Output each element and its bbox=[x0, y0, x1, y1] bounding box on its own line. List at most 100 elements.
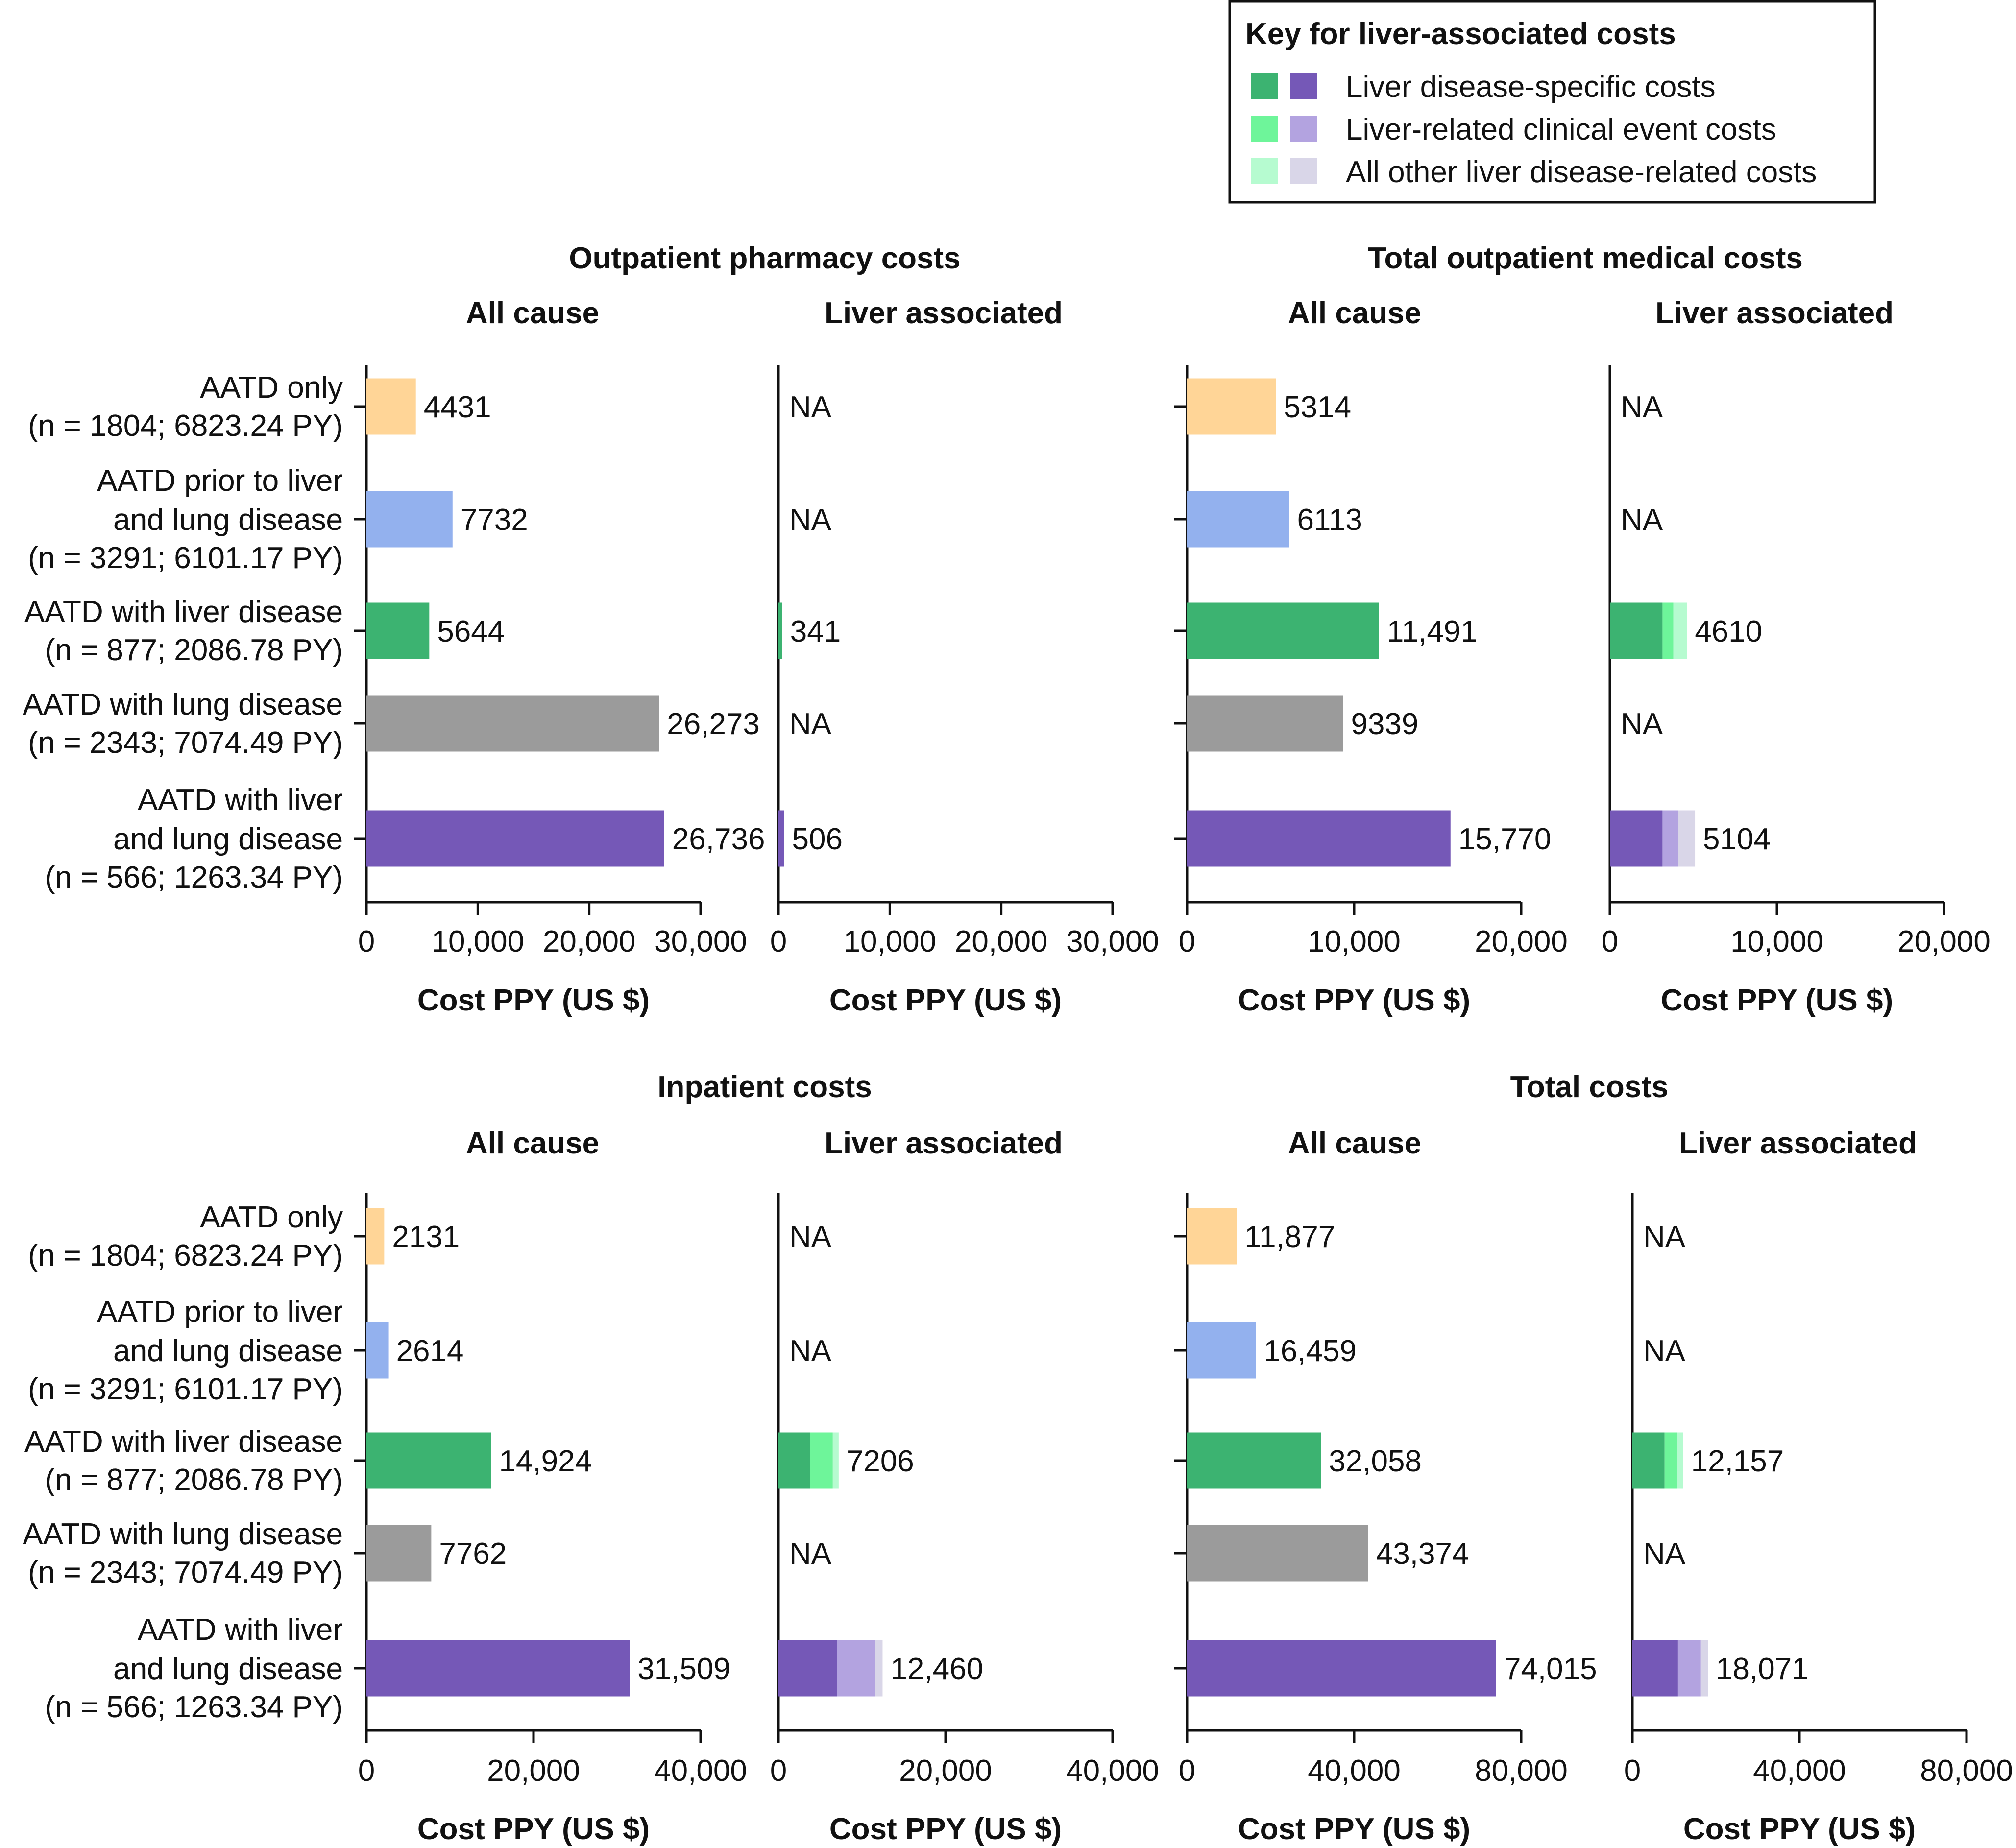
data-label: 7732 bbox=[461, 503, 528, 537]
category-label: (n = 3291; 6101.17 PY) bbox=[28, 541, 343, 575]
data-label: 26,736 bbox=[672, 822, 765, 856]
bar-segment bbox=[832, 1432, 839, 1489]
data-label: NA bbox=[789, 707, 832, 741]
data-label: 341 bbox=[790, 615, 841, 648]
x-tick-label: 10,000 bbox=[1308, 925, 1401, 959]
category-label: AATD with liver disease bbox=[24, 1425, 343, 1459]
data-label: 26,273 bbox=[667, 707, 760, 741]
x-tick-label: 30,000 bbox=[1066, 925, 1159, 959]
panel-subtitle: Liver associated bbox=[825, 296, 1063, 330]
legend-item-label: Liver disease-specific costs bbox=[1346, 70, 1716, 104]
x-tick-label: 40,000 bbox=[1066, 1754, 1159, 1788]
bar-segment bbox=[1662, 810, 1678, 867]
bar bbox=[366, 1525, 432, 1582]
data-label: 506 bbox=[792, 822, 843, 856]
category-label: (n = 877; 2086.78 PY) bbox=[45, 1463, 343, 1497]
x-tick-label: 0 bbox=[358, 1754, 375, 1788]
legend-frame bbox=[1228, 0, 1876, 204]
legend-item-3: All other liver disease-related costs bbox=[1251, 155, 1817, 189]
data-label: 12,460 bbox=[890, 1652, 983, 1686]
bar bbox=[366, 378, 416, 435]
category-label: (n = 1804; 6823.24 PY) bbox=[28, 409, 343, 443]
legend-swatch-green-1 bbox=[1251, 73, 1278, 99]
data-label: 11,877 bbox=[1244, 1220, 1335, 1254]
chart-title: Total costs bbox=[1510, 1070, 1669, 1104]
data-label: NA bbox=[789, 503, 832, 537]
panel-subtitle: All cause bbox=[1288, 296, 1421, 330]
bar bbox=[366, 602, 430, 659]
bar-segment bbox=[778, 1432, 810, 1489]
category-label: and lung disease bbox=[113, 1334, 343, 1368]
category-label: and lung disease bbox=[113, 822, 343, 856]
x-axis-label: Cost PPY (US $) bbox=[417, 1812, 650, 1846]
bar-segment bbox=[1632, 1432, 1665, 1489]
chart-block-1: Outpatient pharmacy costs All cause 0 10,00… bbox=[23, 241, 1159, 1017]
x-axis-label: Cost PPY (US $) bbox=[1238, 984, 1470, 1017]
data-label: 16,459 bbox=[1263, 1334, 1357, 1368]
category-label: AATD with liver bbox=[138, 783, 343, 817]
legend-item-2: Liver-related clinical event costs bbox=[1251, 113, 1776, 146]
category-label: (n = 3291; 6101.17 PY) bbox=[28, 1372, 343, 1406]
bar bbox=[1187, 1208, 1237, 1265]
x-tick-label: 10,000 bbox=[844, 925, 937, 959]
panel-subtitle: All cause bbox=[466, 296, 599, 330]
category-label: AATD only bbox=[200, 1200, 343, 1234]
bar bbox=[1187, 1640, 1496, 1697]
category-label: AATD only bbox=[200, 371, 343, 405]
bar bbox=[1187, 378, 1276, 435]
bar-segment bbox=[1678, 810, 1696, 867]
bar bbox=[1187, 1432, 1321, 1489]
category-label: AATD with liver bbox=[138, 1613, 343, 1647]
data-label: NA bbox=[1621, 707, 1663, 741]
data-label: NA bbox=[789, 1537, 832, 1571]
data-label: 7206 bbox=[847, 1444, 914, 1478]
plots-area: Outpatient pharmacy costs All cause 0 10,00… bbox=[23, 241, 2013, 1846]
category-label: AATD only bbox=[200, 371, 343, 405]
x-tick-label: 80,000 bbox=[1920, 1754, 2013, 1788]
bar bbox=[1187, 491, 1289, 548]
legend-item-label: All other liver disease-related costs bbox=[1346, 155, 1817, 189]
x-tick-label: 20,000 bbox=[1475, 925, 1568, 959]
category-label: AATD with liver disease bbox=[24, 595, 343, 629]
category-label: AATD prior to liver bbox=[97, 1295, 343, 1329]
bar-segment bbox=[1700, 1640, 1708, 1697]
data-label: 14,924 bbox=[499, 1444, 592, 1478]
category-label: (n = 877; 2086.78 PY) bbox=[45, 633, 343, 667]
bar-segment bbox=[1677, 1432, 1683, 1489]
data-label: 31,509 bbox=[637, 1652, 730, 1686]
category-label: and lung disease bbox=[113, 503, 343, 537]
bar-segment bbox=[875, 1640, 883, 1697]
category-label: (n = 3291; 6101.17 PY) bbox=[28, 1372, 343, 1406]
bar bbox=[1187, 1525, 1368, 1582]
x-tick-label: 0 bbox=[770, 925, 787, 959]
legend-swatch-purple-1 bbox=[1290, 73, 1317, 99]
panel-liver-associated: Liver associated 0 10,000 20,000 30,000Cost … bbox=[770, 296, 1159, 1017]
bar bbox=[1187, 810, 1451, 867]
bar-segment bbox=[1664, 1432, 1677, 1489]
legend-swatch-purple-3 bbox=[1290, 158, 1317, 184]
x-tick-label: 30,000 bbox=[654, 925, 747, 959]
x-tick-label: 0 bbox=[1602, 925, 1618, 959]
category-label: (n = 566; 1263.34 PY) bbox=[45, 1690, 343, 1724]
bar-segment bbox=[1677, 1640, 1701, 1697]
data-label: NA bbox=[789, 1334, 832, 1368]
category-label: (n = 566; 1263.34 PY) bbox=[45, 1690, 343, 1724]
data-label: 18,071 bbox=[1716, 1652, 1809, 1686]
x-axis-label: Cost PPY (US $) bbox=[417, 984, 650, 1017]
x-tick-label: 20,000 bbox=[1897, 925, 1991, 959]
legend-swatch-purple-2 bbox=[1290, 116, 1317, 142]
data-label: 5314 bbox=[1284, 390, 1351, 424]
data-label: NA bbox=[1621, 503, 1663, 537]
category-label: AATD with lung disease bbox=[23, 1517, 343, 1551]
category-label: (n = 1804; 6823.24 PY) bbox=[28, 1239, 343, 1272]
bar-segment bbox=[1610, 810, 1663, 867]
data-label: 43,374 bbox=[1376, 1537, 1469, 1571]
data-label: NA bbox=[789, 1220, 832, 1254]
data-label: 4431 bbox=[424, 390, 491, 424]
x-tick-label: 20,000 bbox=[899, 1754, 992, 1788]
category-label: and lung disease bbox=[113, 1334, 343, 1368]
data-label: NA bbox=[1643, 1537, 1686, 1571]
